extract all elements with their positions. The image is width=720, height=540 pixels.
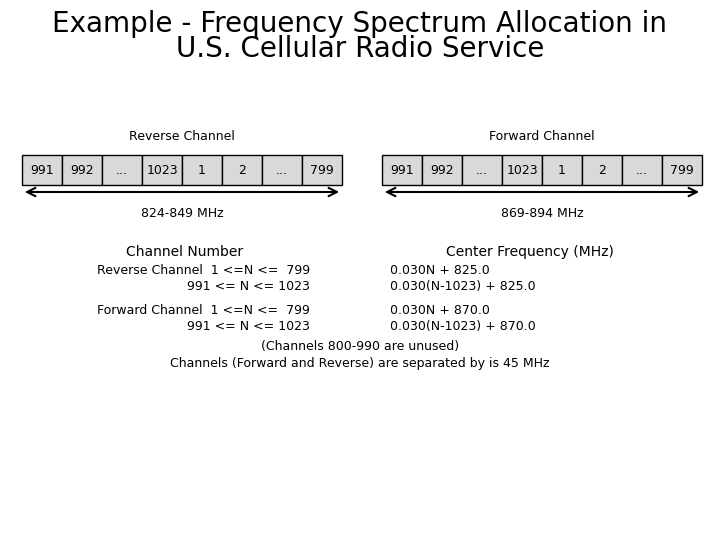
Text: Forward Channel  1 <=N <=  799: Forward Channel 1 <=N <= 799: [97, 304, 310, 317]
Bar: [542, 155, 582, 185]
Bar: [62, 155, 102, 185]
Text: Example - Frequency Spectrum Allocation in: Example - Frequency Spectrum Allocation …: [53, 10, 667, 38]
Text: 0.030N + 825.0: 0.030N + 825.0: [390, 264, 490, 277]
Bar: [502, 155, 542, 185]
Text: 799: 799: [310, 164, 334, 177]
Text: Reverse Channel  1 <=N <=  799: Reverse Channel 1 <=N <= 799: [97, 264, 310, 277]
Text: 1: 1: [198, 164, 206, 177]
Text: (Channels 800-990 are unused): (Channels 800-990 are unused): [261, 340, 459, 353]
Bar: [382, 155, 422, 185]
Bar: [102, 155, 142, 185]
Text: Forward Channel: Forward Channel: [489, 130, 595, 143]
Text: ...: ...: [116, 164, 128, 177]
Bar: [222, 155, 262, 185]
Text: 1023: 1023: [506, 164, 538, 177]
Text: 0.030(N-1023) + 825.0: 0.030(N-1023) + 825.0: [390, 280, 536, 293]
Text: Center Frequency (MHz): Center Frequency (MHz): [446, 245, 614, 259]
Text: 0.030(N-1023) + 870.0: 0.030(N-1023) + 870.0: [390, 320, 536, 333]
Text: ...: ...: [476, 164, 488, 177]
Text: 1: 1: [558, 164, 566, 177]
Text: ...: ...: [636, 164, 648, 177]
Text: ...: ...: [276, 164, 288, 177]
Bar: [142, 155, 182, 185]
Text: 991: 991: [30, 164, 54, 177]
Bar: [302, 155, 342, 185]
Text: Reverse Channel: Reverse Channel: [129, 130, 235, 143]
Bar: [422, 155, 462, 185]
Text: 991: 991: [390, 164, 414, 177]
Text: 992: 992: [70, 164, 94, 177]
Text: 2: 2: [238, 164, 246, 177]
Text: Channel Number: Channel Number: [127, 245, 243, 259]
Text: 869-894 MHz: 869-894 MHz: [500, 207, 583, 220]
Bar: [262, 155, 302, 185]
Text: 1023: 1023: [146, 164, 178, 177]
Bar: [662, 155, 702, 185]
Bar: [182, 155, 222, 185]
Bar: [622, 155, 662, 185]
Text: 2: 2: [598, 164, 606, 177]
Bar: [22, 155, 62, 185]
Bar: [462, 155, 502, 185]
Bar: [582, 155, 622, 185]
Text: Channels (Forward and Reverse) are separated by is 45 MHz: Channels (Forward and Reverse) are separ…: [170, 357, 550, 370]
Text: 991 <= N <= 1023: 991 <= N <= 1023: [187, 320, 310, 333]
Text: 992: 992: [430, 164, 454, 177]
Text: 824-849 MHz: 824-849 MHz: [140, 207, 223, 220]
Text: 991 <= N <= 1023: 991 <= N <= 1023: [187, 280, 310, 293]
Text: U.S. Cellular Radio Service: U.S. Cellular Radio Service: [176, 35, 544, 63]
Text: 799: 799: [670, 164, 694, 177]
Text: 0.030N + 870.0: 0.030N + 870.0: [390, 304, 490, 317]
